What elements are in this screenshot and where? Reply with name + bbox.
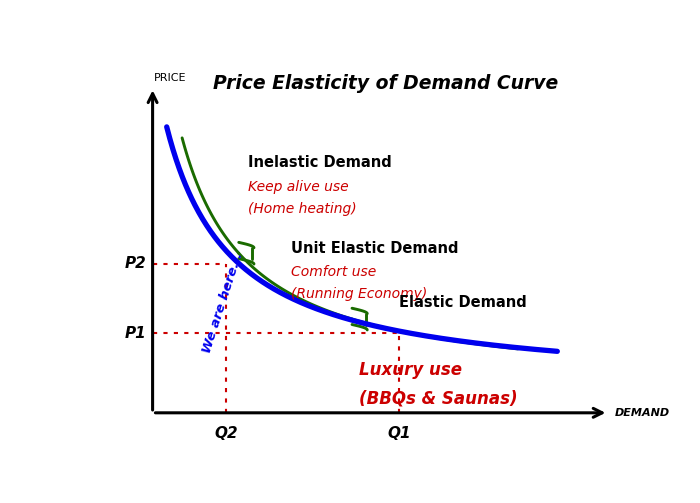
Text: (Running Economy): (Running Economy) (291, 287, 427, 301)
Text: Price Elasticity of Demand Curve: Price Elasticity of Demand Curve (214, 74, 559, 93)
Text: We are here...: We are here... (201, 250, 246, 355)
Text: (BBQs & Saunas): (BBQs & Saunas) (358, 389, 517, 407)
Text: PRICE: PRICE (154, 73, 187, 83)
Text: (Home heating): (Home heating) (248, 202, 356, 216)
Text: Q1: Q1 (388, 427, 412, 441)
Text: Keep alive use: Keep alive use (248, 180, 348, 194)
Text: Inelastic Demand: Inelastic Demand (248, 155, 391, 171)
Text: DEMAND: DEMAND (615, 408, 670, 418)
Text: P1: P1 (125, 326, 146, 341)
Text: Unit Elastic Demand: Unit Elastic Demand (291, 241, 458, 256)
Text: Comfort use: Comfort use (291, 265, 376, 279)
Text: Luxury use: Luxury use (358, 361, 462, 379)
Text: P2: P2 (125, 256, 146, 271)
Text: Q2: Q2 (214, 427, 238, 441)
Text: Elastic Demand: Elastic Demand (400, 295, 527, 310)
